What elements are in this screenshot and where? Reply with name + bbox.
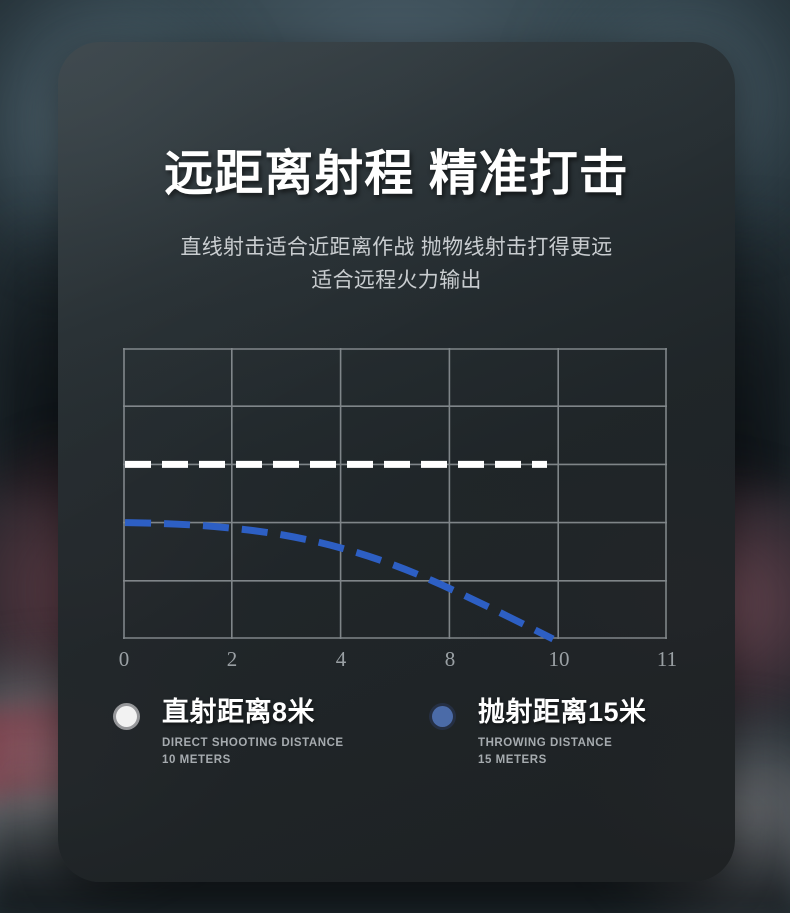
legend-marker-blue-dot-icon — [432, 706, 453, 727]
subtitle-line-1: 直线射击适合近距离作战 抛物线射击打得更远 — [180, 236, 613, 259]
legend-title-throwing-distance: 抛射距离15米 — [478, 697, 647, 727]
legend-sub-line-2: 15 METERS — [478, 753, 547, 766]
x-tick-4: 10 — [548, 647, 570, 671]
legend-text-group: 抛射距离15米 THROWING DISTANCE 15 METERS — [478, 697, 647, 768]
series-throwing-distance-curve — [124, 519, 555, 643]
x-tick-2: 4 — [335, 647, 347, 671]
chart-svg — [123, 348, 667, 643]
legend-text-group: 直射距离8米 DIRECT SHOOTING DISTANCE 10 METER… — [162, 697, 344, 768]
legend-marker-white-dot-icon — [116, 706, 137, 727]
legend-subtitle-direct-shooting: DIRECT SHOOTING DISTANCE 10 METERS — [162, 735, 344, 768]
chart-gridlines — [123, 348, 667, 639]
subtitle-line-2: 适合远程火力输出 — [311, 268, 482, 292]
legend-sub-line-1: DIRECT SHOOTING DISTANCE — [162, 737, 344, 750]
x-tick-3: 8 — [444, 647, 456, 671]
page-title: 远距离射程 精准打击 — [164, 147, 629, 201]
legend-item-throwing-distance: 抛射距离15米 THROWING DISTANCE 15 METERS — [432, 697, 647, 768]
trajectory-chart: 0 2 4 8 10 11 — [58, 302, 735, 672]
x-tick-1: 2 — [226, 647, 238, 671]
legend-sub-line-2: 10 METERS — [162, 753, 231, 766]
x-tick-5: 11 — [656, 647, 678, 671]
chart-plot-area — [123, 348, 667, 643]
legend-sub-line-1: THROWING DISTANCE — [478, 737, 613, 750]
chart-x-axis: 0 2 4 8 10 11 — [119, 647, 677, 677]
legend-subtitle-throwing-distance: THROWING DISTANCE 15 METERS — [478, 735, 647, 768]
legend-item-direct-shooting: 直射距离8米 DIRECT SHOOTING DISTANCE 10 METER… — [116, 697, 344, 768]
legend-title-direct-shooting: 直射距离8米 — [162, 697, 316, 727]
feature-card: 远距离射程 精准打击 直线射击适合近距离作战 抛物线射击打得更远 适合远程火力输… — [58, 42, 735, 882]
chart-legend: 直射距离8米 DIRECT SHOOTING DISTANCE 10 METER… — [116, 697, 705, 787]
x-tick-0: 0 — [118, 647, 130, 671]
subtitle: 直线射击适合近距离作战 抛物线射击打得更远 适合远程火力输出 — [58, 232, 735, 297]
